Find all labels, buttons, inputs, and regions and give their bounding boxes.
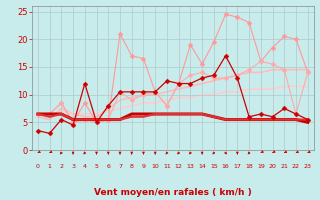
X-axis label: Vent moyen/en rafales ( km/h ): Vent moyen/en rafales ( km/h )	[94, 188, 252, 197]
